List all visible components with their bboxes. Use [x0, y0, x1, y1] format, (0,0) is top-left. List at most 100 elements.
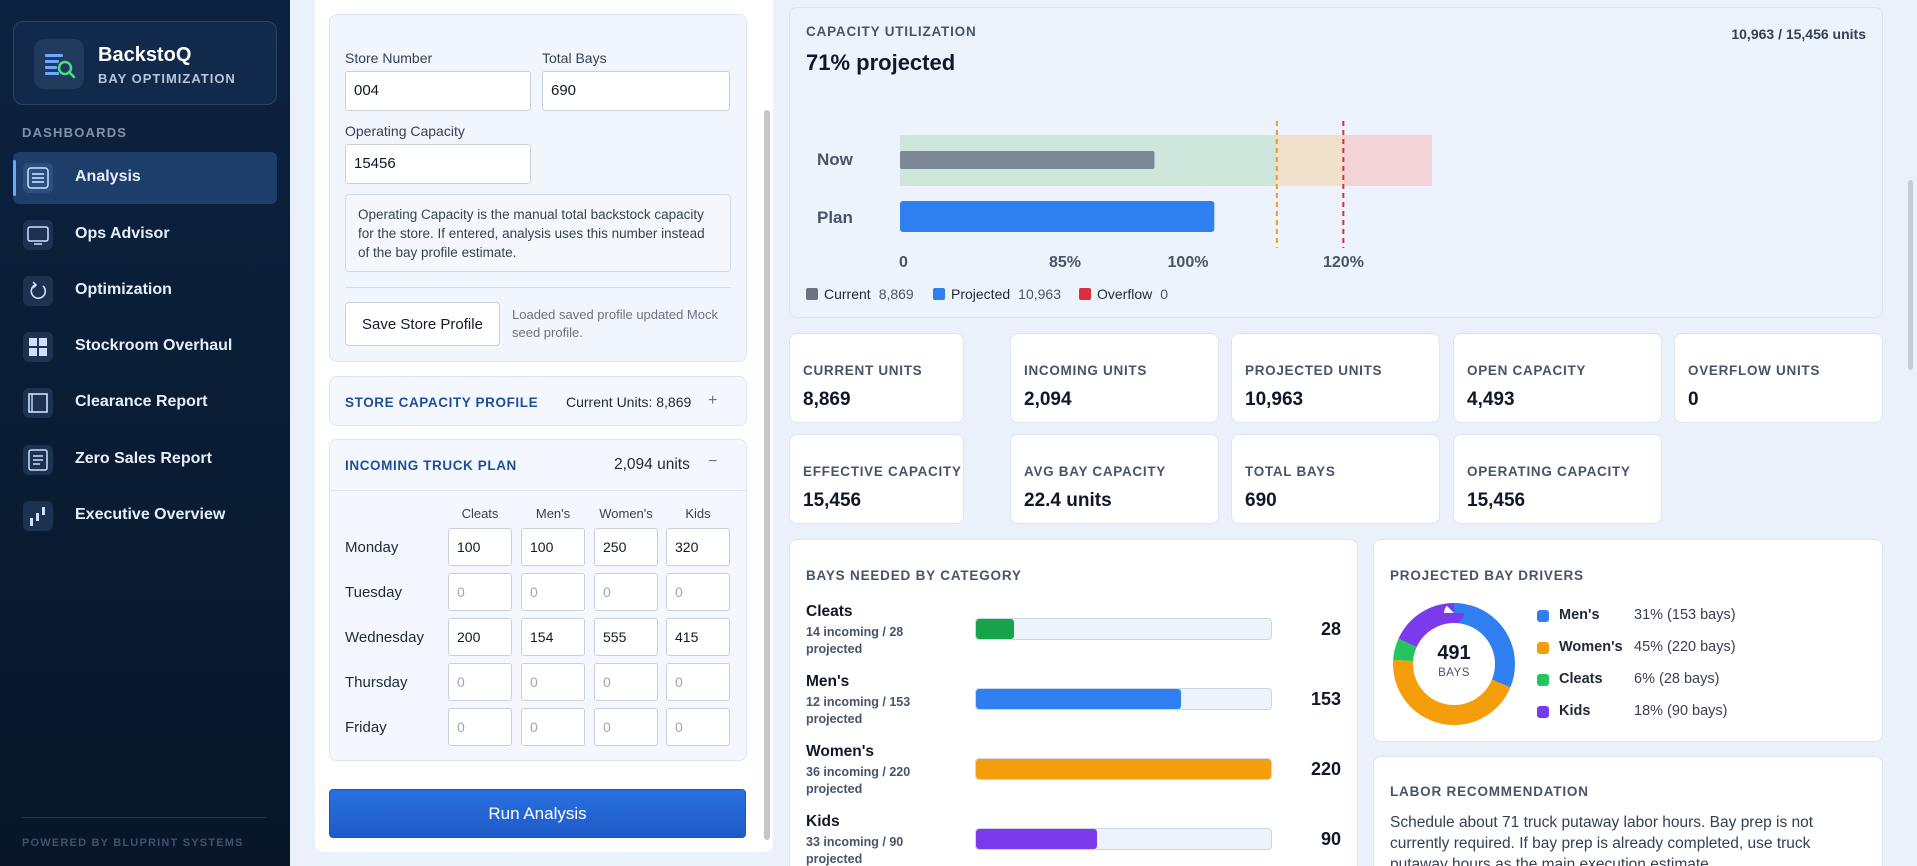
nav-label-analysis: Analysis	[75, 168, 141, 185]
stat-card-projected-units: PROJECTED UNITS 10,963	[1231, 333, 1440, 423]
nav-item-clearance-report[interactable]: Clearance Report	[13, 377, 277, 429]
truck-input-tuesday-mens[interactable]: 0	[521, 573, 585, 611]
truck-input-wednesday-cleats[interactable]: 200	[448, 618, 512, 656]
labor-recommendation-text: Schedule about 71 truck putaway labor ho…	[1390, 814, 1814, 866]
truck-input-tuesday-womens[interactable]: 0	[594, 573, 658, 611]
truck-input-monday-womens[interactable]: 250	[594, 528, 658, 566]
card-title: LABOR RECOMMENDATION	[1390, 784, 1589, 799]
truck-input-friday-mens[interactable]: 0	[521, 708, 585, 746]
utilization-bar-chart	[900, 121, 1432, 248]
collapse-icon[interactable]: −	[708, 453, 718, 470]
truck-input-friday-womens[interactable]: 0	[594, 708, 658, 746]
run-analysis-button[interactable]: Run Analysis	[329, 789, 746, 838]
store-capacity-profile-accordion[interactable]: STORE CAPACITY PROFILE Current Units: 8,…	[329, 376, 747, 426]
stat-label: AVG BAY CAPACITY	[1024, 464, 1166, 479]
category-bar-kids	[976, 829, 1097, 849]
row-label-now: Now	[817, 150, 853, 169]
stat-value: 690	[1245, 490, 1277, 511]
truck-input-thursday-cleats[interactable]: 0	[448, 663, 512, 701]
capacity-zone-2	[1343, 135, 1432, 186]
category-bar-cleats	[976, 619, 1014, 639]
day-label-thursday: Thursday	[345, 674, 408, 691]
nav-item-zero-sales-report[interactable]: Zero Sales Report	[13, 434, 277, 486]
brand-card[interactable]: BackstoQ BAY OPTIMIZATION	[13, 21, 277, 105]
category-sub-mens: 12 incoming / 153 projected	[806, 695, 911, 726]
units-ratio: 10,963 / 15,456 units	[1731, 26, 1866, 42]
capacity-utilization-card: CAPACITY UTILIZATION 71% projected 10,96…	[789, 7, 1883, 318]
col-header-womens: Women's	[599, 506, 653, 521]
save-status-text: Loaded saved profile updated Mock seed p…	[512, 307, 718, 340]
panel-scrollbar[interactable]	[764, 110, 770, 840]
incoming-units-meta: 2,094 units	[614, 456, 690, 473]
tick-label-85: 85%	[1048, 254, 1082, 271]
stat-value: 0	[1688, 389, 1699, 410]
truck-input-friday-kids[interactable]: 0	[666, 708, 730, 746]
store-number-field[interactable]: 004	[345, 71, 531, 111]
truck-input-wednesday-kids[interactable]: 415	[666, 618, 730, 656]
stat-card-total-bays: TOTAL BAYS 690	[1231, 434, 1440, 524]
nav-item-ops-advisor[interactable]: Ops Advisor	[13, 209, 277, 261]
total-bays-field[interactable]: 690	[542, 71, 730, 111]
profile-divider	[345, 287, 731, 288]
truck-input-wednesday-mens[interactable]: 154	[521, 618, 585, 656]
legend-value: 8,869	[878, 286, 914, 302]
donut-center-value: 491	[1437, 642, 1471, 664]
nav-item-stockroom-overhaul[interactable]: Stockroom Overhaul	[13, 321, 277, 373]
legend-projected: Projected 10,963	[933, 286, 1061, 302]
day-label-friday: Friday	[345, 719, 387, 736]
projected-utilization: 71% projected	[806, 50, 956, 75]
category-bar-track	[975, 618, 1272, 640]
truck-input-thursday-mens[interactable]: 0	[521, 663, 585, 701]
legend-value: 0	[1160, 286, 1169, 302]
truck-input-tuesday-cleats[interactable]: 0	[448, 573, 512, 611]
truck-input-wednesday-womens[interactable]: 555	[594, 618, 658, 656]
stat-label: OVERFLOW UNITS	[1688, 363, 1821, 378]
monitor-icon	[23, 220, 53, 250]
refresh-icon	[23, 276, 53, 306]
stat-label: OPERATING CAPACITY	[1467, 464, 1631, 479]
labor-recommendation-card: LABOR RECOMMENDATION Schedule about 71 t…	[1373, 756, 1883, 866]
category-name-cleats: Cleats	[806, 603, 853, 620]
truck-input-monday-kids[interactable]: 320	[666, 528, 730, 566]
truck-input-monday-mens[interactable]: 100	[521, 528, 585, 566]
expand-icon[interactable]: +	[708, 392, 718, 409]
grid-icon	[23, 332, 53, 362]
nav-item-analysis[interactable]: Analysis	[13, 152, 277, 204]
donut-slice-1	[1393, 603, 1515, 725]
stat-card-open-capacity: OPEN CAPACITY 4,493	[1453, 333, 1662, 423]
truck-input-tuesday-kids[interactable]: 0	[666, 573, 730, 611]
day-label-monday: Monday	[345, 539, 399, 556]
truck-input-thursday-kids[interactable]: 0	[666, 663, 730, 701]
operating-capacity-field[interactable]: 15456	[345, 144, 531, 184]
sidebar-footer: POWERED BY BLUPRINT SYSTEMS	[22, 837, 244, 849]
nav-item-executive-overview[interactable]: Executive Overview	[13, 490, 277, 542]
nav-item-optimization[interactable]: Optimization	[13, 265, 277, 317]
stat-value: 4,493	[1467, 389, 1515, 410]
operating-capacity-label: Operating Capacity	[345, 123, 465, 139]
truck-input-thursday-womens[interactable]: 0	[594, 663, 658, 701]
driver-value: 18% (90 bays)	[1634, 703, 1728, 719]
accordion-title: INCOMING TRUCK PLAN	[345, 458, 517, 473]
tick-label-120: 120%	[1323, 254, 1364, 271]
save-store-profile-button[interactable]: Save Store Profile	[345, 302, 500, 346]
nav-label-zero-sales-report: Zero Sales Report	[75, 450, 212, 467]
legend-swatch	[806, 288, 818, 300]
page-scrollbar[interactable]	[1908, 180, 1913, 370]
square-frame-icon	[23, 388, 53, 418]
list-icon	[23, 445, 53, 475]
stat-card-incoming-units: INCOMING UNITS 2,094	[1010, 333, 1219, 423]
col-header-kids: Kids	[685, 506, 711, 521]
brand-logo-icon	[34, 39, 84, 89]
card-title: CAPACITY UTILIZATION	[806, 24, 977, 39]
menu-lines-icon	[23, 163, 53, 193]
projected-bay-drivers-card: PROJECTED BAY DRIVERS 491 BAYS Men's 31%…	[1373, 539, 1883, 742]
stat-value: 2,094	[1024, 389, 1072, 410]
legend-swatch	[1537, 706, 1549, 718]
capacity-zone-1	[1276, 135, 1344, 186]
legend-label: Projected	[951, 286, 1011, 302]
truck-input-friday-cleats[interactable]: 0	[448, 708, 512, 746]
truck-input-monday-cleats[interactable]: 100	[448, 528, 512, 566]
stat-value: 8,869	[803, 389, 851, 410]
sidebar: BackstoQ BAY OPTIMIZATION DASHBOARDS Ana…	[0, 0, 290, 866]
category-sub-kids: 33 incoming / 90 projected	[806, 835, 904, 866]
